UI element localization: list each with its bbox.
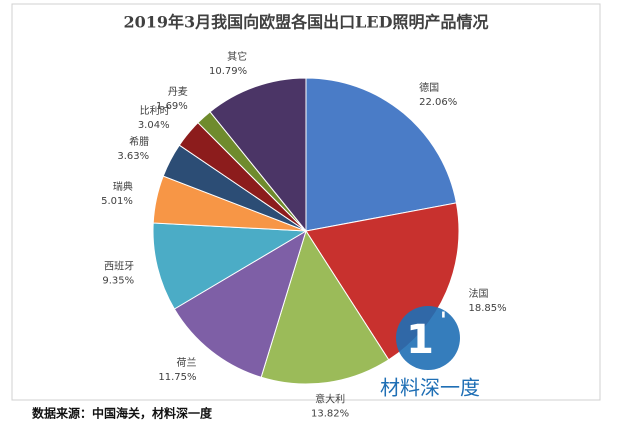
slice-value-label: 10.79% [209,66,247,77]
source-note: 数据来源：中国海关，材料深一度 [32,406,213,421]
slice-label: 其它 [227,50,247,63]
slice-value-label: 18.85% [468,303,506,314]
slice-value-label: 22.06% [419,97,457,108]
slice-label: 西班牙 [104,260,134,272]
slice-label: 瑞典 [113,180,133,193]
chart-title: 2019年3月我国向欧盟各国出口LED照明产品情况 [124,13,489,32]
svg-text:': ' [440,309,447,334]
slice-value-label: 3.63% [117,151,149,162]
pie-slice [152,222,308,310]
pie-slice [173,229,307,378]
svg-text:1: 1 [406,317,434,363]
slice-label: 希腊 [129,135,149,148]
watermark: 材料深一度 [380,376,480,400]
slice-value-label: 1.69% [156,101,188,112]
slice-value-label: 9.35% [102,275,134,286]
slice-label: 法国 [468,287,488,300]
slice-value-label: 13.82% [311,408,349,419]
pie-slice [260,229,390,385]
slice-label: 丹麦 [168,86,188,98]
slice-value-label: 5.01% [101,196,133,207]
slice-label: 荷兰 [177,356,197,369]
pie-slice [209,77,307,233]
pie [152,77,460,385]
pie-slice [305,77,457,232]
slice-label: 德国 [419,81,439,94]
watermark-logo: 1 ' [396,306,460,370]
slice-label: 比利时 [140,105,170,117]
slice-label: 意大利 [315,392,345,405]
slice-value-label: 3.04% [138,120,170,131]
slice-value-label: 11.75% [158,372,196,383]
